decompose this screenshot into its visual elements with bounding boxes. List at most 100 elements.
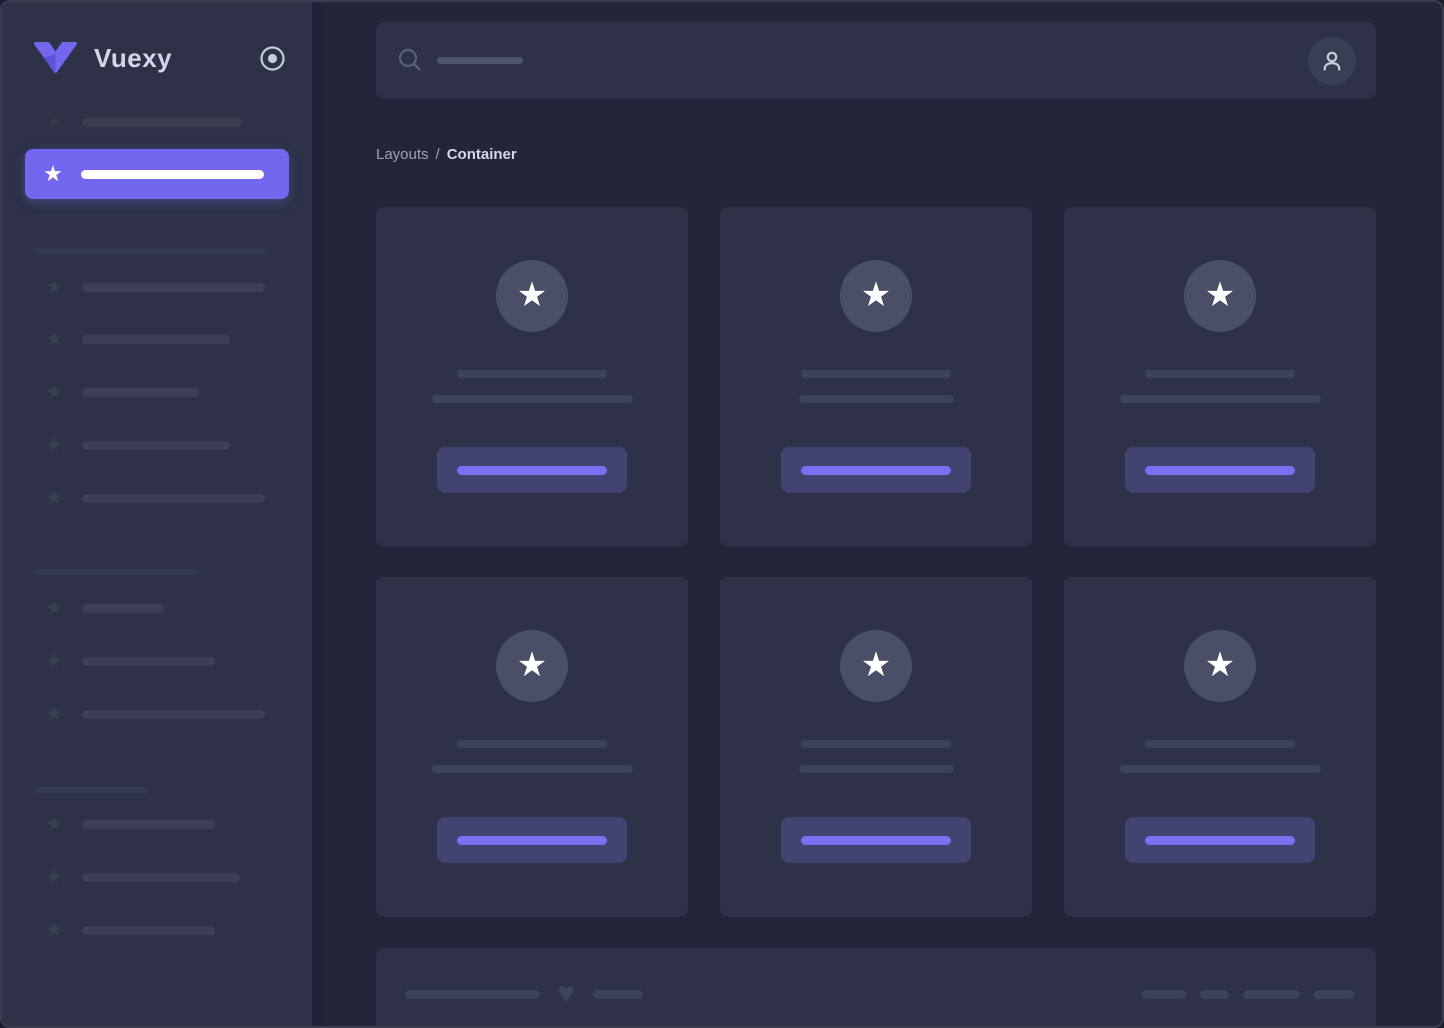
nav-label-skeleton [82,925,215,935]
star-icon: ★ [45,487,63,509]
star-icon: ★ [516,275,548,314]
nav-label-skeleton [82,493,265,503]
button-label-skeleton [801,465,951,475]
card-title-skeleton [457,370,607,378]
button-label-skeleton [1145,835,1295,845]
nav-label-skeleton [82,603,164,613]
sidebar-nav: ★ ★ ★ ★ ★ ★ [2,106,312,946]
card-title-skeleton [457,740,607,748]
search-icon [398,48,422,74]
card-action-button[interactable] [781,447,971,493]
breadcrumb: Layouts / Container [376,146,1376,163]
sidebar-item[interactable]: ★ [2,429,312,461]
star-icon: ★ [45,813,63,835]
star-icon: ★ [1204,645,1236,684]
nav-section-skeleton [35,569,197,575]
nav-label-skeleton [82,387,199,397]
star-icon: ★ [45,866,63,888]
nav-label-skeleton [82,819,215,829]
nav-label-skeleton [82,282,265,292]
card-avatar: ★ [840,630,912,702]
footer-text-skeleton [592,989,643,999]
card-action-button[interactable] [1125,817,1315,863]
vuexy-logo-icon [32,42,79,74]
star-icon: ★ [860,645,892,684]
footer-card: ♥ [376,948,1376,1026]
star-icon: ★ [45,111,63,133]
star-icon: ★ [45,650,63,672]
star-icon: ★ [45,434,63,456]
sidebar-item[interactable]: ★ [2,698,312,730]
sidebar-item[interactable]: ★ [2,592,312,624]
breadcrumb-current-page: Container [446,146,517,163]
sidebar: Vuexy ★ ★ ★ ★ [2,2,312,1026]
heart-icon[interactable]: ♥ [557,977,575,1010]
search-bar[interactable] [376,22,1376,99]
nav-label-skeleton [82,440,230,450]
footer-link-skeleton [1142,989,1186,999]
button-label-skeleton [457,835,607,845]
footer-row: ♥ [405,979,1354,1009]
sidebar-item-active[interactable]: ★ [25,149,289,199]
star-icon: ★ [516,645,548,684]
card-avatar: ★ [1184,630,1256,702]
sidebar-item[interactable]: ★ [2,323,312,355]
card-text-skeleton [431,395,633,403]
search-placeholder-skeleton [437,57,523,64]
star-icon: ★ [1204,275,1236,314]
main-content: Layouts / Container ★ ★ [312,2,1442,1026]
card-action-button[interactable] [437,817,627,863]
button-label-skeleton [457,465,607,475]
card-text-skeleton [1119,395,1321,403]
nav-label-skeleton [82,872,240,882]
card-text-skeleton [1119,765,1321,773]
placeholder-card: ★ [720,577,1032,917]
card-action-button[interactable] [781,817,971,863]
sidebar-item[interactable]: ★ [2,271,312,303]
footer-link-skeleton [1314,989,1354,999]
nav-label-skeleton [81,169,264,179]
user-avatar[interactable] [1308,36,1356,85]
placeholder-card: ★ [720,207,1032,547]
breadcrumb-link-layouts[interactable]: Layouts [376,146,429,163]
nav-label-skeleton [82,117,242,127]
nav-label-skeleton [82,656,215,666]
card-action-button[interactable] [437,447,627,493]
card-avatar: ★ [840,260,912,332]
star-icon: ★ [45,919,63,941]
person-icon [1319,48,1345,74]
button-label-skeleton [1145,465,1295,475]
sidebar-item[interactable]: ★ [2,482,312,514]
card-text-skeleton [798,765,954,773]
star-icon: ★ [860,275,892,314]
card-title-skeleton [1145,370,1295,378]
brand-name: Vuexy [94,42,173,73]
sidebar-item[interactable]: ★ [2,645,312,677]
button-label-skeleton [801,835,951,845]
star-icon: ★ [43,161,63,186]
star-icon: ★ [45,381,63,403]
sidebar-item[interactable]: ★ [2,106,312,138]
sidebar-pin-toggle-icon[interactable] [259,45,286,72]
placeholder-card: ★ [376,577,688,917]
sidebar-item[interactable]: ★ [2,861,312,893]
sidebar-header: Vuexy [2,2,312,74]
star-icon: ★ [45,276,63,298]
card-grid: ★ ★ ★ [376,207,1376,917]
sidebar-item[interactable]: ★ [2,376,312,408]
placeholder-card: ★ [1064,207,1376,547]
footer-link-skeleton [1200,989,1229,999]
card-title-skeleton [801,740,951,748]
footer-text-skeleton [405,989,540,999]
card-title-skeleton [1145,740,1295,748]
card-text-skeleton [431,765,633,773]
nav-section-skeleton [35,248,265,254]
card-action-button[interactable] [1125,447,1315,493]
card-title-skeleton [801,370,951,378]
sidebar-item[interactable]: ★ [2,808,312,840]
card-avatar: ★ [1184,260,1256,332]
card-avatar: ★ [496,630,568,702]
nav-section-skeleton [35,787,148,793]
sidebar-item[interactable]: ★ [2,914,312,946]
